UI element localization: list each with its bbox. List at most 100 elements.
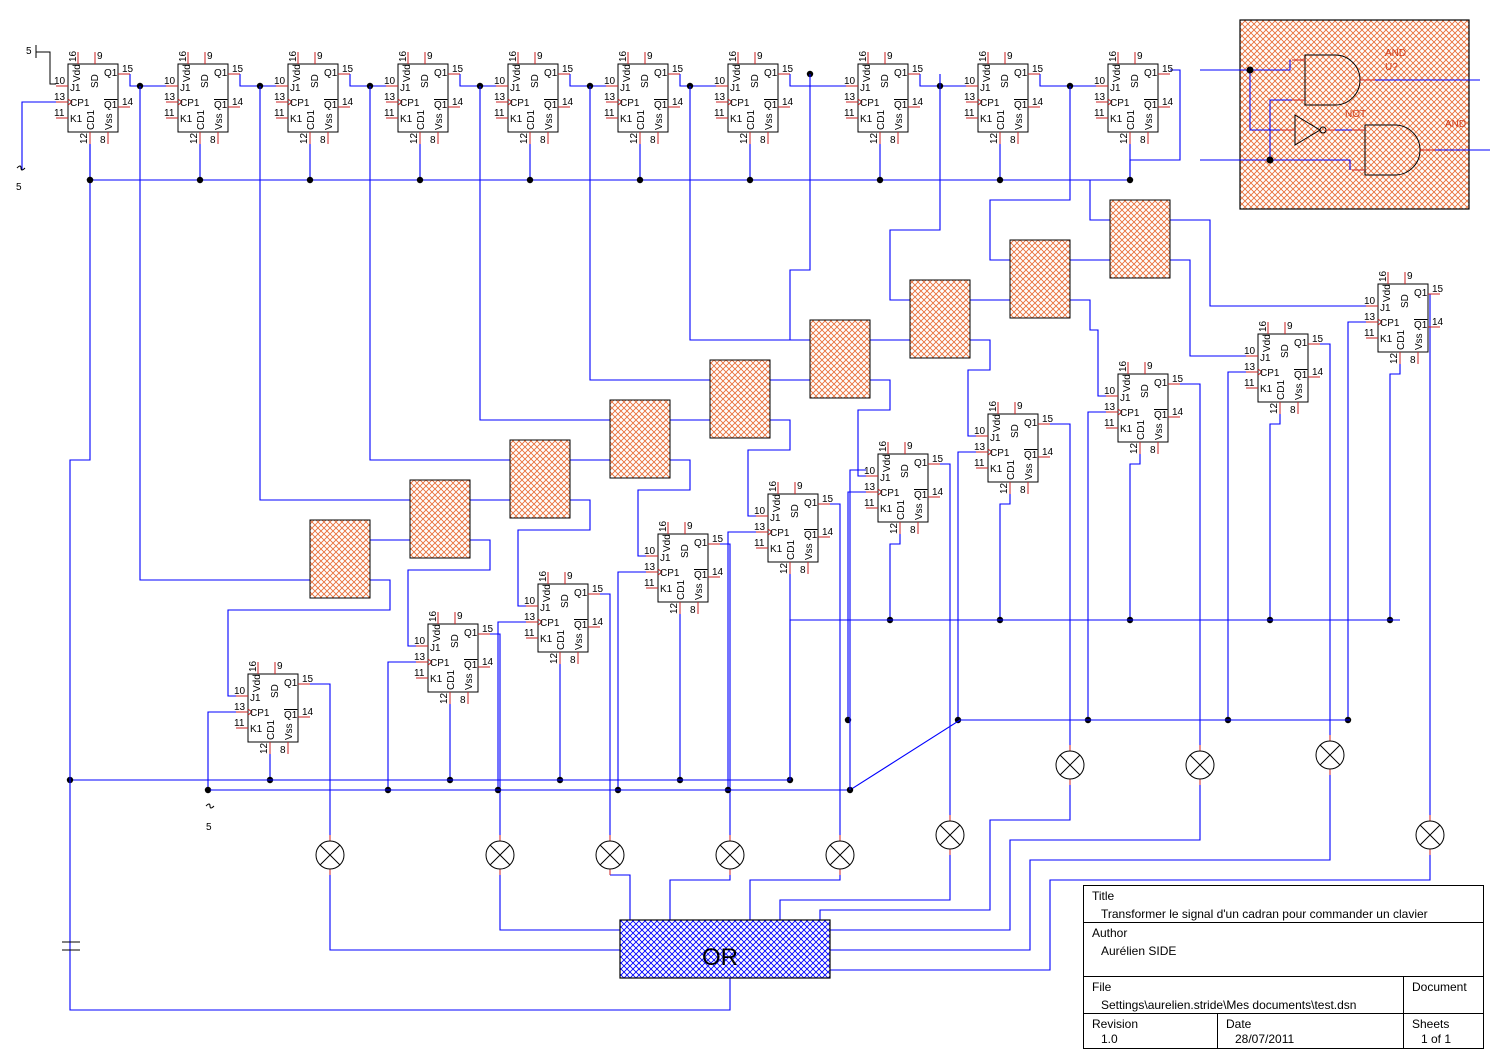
pin-name: CP1 <box>430 658 450 669</box>
pin-name: CP1 <box>990 448 1010 459</box>
pin-name: Vss <box>544 113 555 130</box>
pin-number: 15 <box>482 624 494 635</box>
wire <box>957 451 976 720</box>
flipflop-body <box>1107 63 1159 133</box>
pin-number: 16 <box>768 480 779 492</box>
flipflop-body <box>537 583 589 653</box>
pin-name: Q1 <box>284 678 298 689</box>
legend-pins <box>1280 59 1435 171</box>
pin-name: J1 <box>400 83 411 94</box>
pin-number: 16 <box>988 400 999 412</box>
pin-number: 10 <box>384 76 396 87</box>
junction-dot <box>996 176 1004 184</box>
clock-triangle-icon <box>987 448 993 456</box>
pin-number: 10 <box>1364 296 1376 307</box>
pin-name: CD1 <box>196 110 207 130</box>
wire <box>669 875 731 920</box>
jk-flipflop: 16 9 10 13 11 15 14 12 8 J1 CP1 K1 Q1 Q1 Vdd SD CD1 Vss <box>494 50 574 146</box>
pin-name: SD <box>200 74 211 88</box>
wire <box>499 875 620 931</box>
pin-number: 8 <box>890 135 896 146</box>
pin-number: 12 <box>549 652 560 664</box>
flipflop-body <box>977 63 1029 133</box>
wire <box>1429 293 1440 815</box>
pin-number: 9 <box>427 51 433 62</box>
pin-number: 15 <box>1312 334 1324 345</box>
pin-name: CD1 <box>306 110 317 130</box>
pin-name: Vdd <box>1112 64 1123 82</box>
pin-name: K1 <box>180 114 193 125</box>
pin-number: 9 <box>907 441 913 452</box>
wire <box>139 86 310 581</box>
pin-number: 13 <box>524 612 536 623</box>
pin-number: 15 <box>712 534 724 545</box>
logic-subcircuit-block <box>809 319 871 399</box>
pin-number: 13 <box>974 442 986 453</box>
pin-name: Q1 <box>914 458 928 469</box>
pin-name: Q1 <box>574 588 588 599</box>
pin-number: 16 <box>618 50 629 62</box>
pin-name: Q1 <box>1154 410 1168 421</box>
pin-number: 11 <box>604 108 615 119</box>
pin-number: 14 <box>932 487 944 498</box>
pin-number: 12 <box>739 132 750 144</box>
pin-number: 14 <box>1032 97 1044 108</box>
power-symbols: 5 5 5 <box>16 45 215 951</box>
flipflop-body <box>657 533 709 603</box>
pin-name: Q1 <box>574 620 588 631</box>
file-value: Settings\aurelien.stride\Mes documents\t… <box>1101 998 1357 1012</box>
lamp <box>935 815 965 855</box>
logic-subcircuit-block <box>409 479 471 559</box>
pin-number: 13 <box>164 92 176 103</box>
logic-subcircuit-block <box>1009 239 1071 319</box>
lamp-cross <box>599 844 621 866</box>
pin-number: 15 <box>562 64 574 75</box>
jk-flipflop: 16 9 10 13 11 15 14 12 8 J1 CP1 K1 Q1 Q1 Vdd SD CD1 Vss <box>274 50 354 146</box>
pin-name: CP1 <box>1110 98 1130 109</box>
flipflop-body <box>857 63 909 133</box>
pin-name: SD <box>1010 424 1021 438</box>
pin-name: CD1 <box>1136 420 1147 440</box>
pin-name: CD1 <box>1276 380 1287 400</box>
jk-flipflop: 16 9 10 13 11 15 14 12 8 J1 CP1 K1 Q1 Q1 Vdd SD CD1 Vss <box>384 50 464 146</box>
flipflop-body <box>177 63 229 133</box>
pin-number: 13 <box>644 562 656 573</box>
date-value: 28/07/2011 <box>1235 1032 1295 1046</box>
jk-flipflop: 16 9 10 13 11 15 14 12 8 J1 CP1 K1 Q1 Q1 Vdd SD CD1 Vss <box>964 50 1044 146</box>
pin-number: 8 <box>540 135 546 146</box>
document-cell: Document <box>1404 977 1483 1014</box>
logic-subcircuit-block <box>309 519 371 599</box>
pin-name: Vdd <box>542 584 553 602</box>
pin-number: 11 <box>164 108 175 119</box>
pin-number: 16 <box>728 50 739 62</box>
pin-name: Q1 <box>1414 320 1428 331</box>
pin-number: 10 <box>494 76 506 87</box>
legend-frame <box>1239 19 1470 210</box>
author-cell: Author Aurélien SIDE <box>1084 923 1483 977</box>
flipflop-body <box>287 63 339 133</box>
legend-not-label: NOT <box>1345 109 1366 120</box>
pin-name: SD <box>420 74 431 88</box>
lamp <box>1415 815 1445 855</box>
wire <box>940 463 951 815</box>
wire <box>490 633 501 835</box>
pin-name: K1 <box>290 114 303 125</box>
pin-name: K1 <box>860 114 873 125</box>
pin-name: CD1 <box>266 720 277 740</box>
pin-number: 14 <box>1312 367 1324 378</box>
pin-name: CD1 <box>676 580 687 600</box>
wire <box>1129 454 1141 620</box>
clock-triangle-icon <box>977 98 983 106</box>
clock-triangle-icon <box>537 618 543 626</box>
pin-number: 11 <box>524 628 535 639</box>
pin-number: 8 <box>1020 485 1026 496</box>
pin-name: Q1 <box>1144 100 1158 111</box>
clock-triangle-icon <box>857 98 863 106</box>
wire <box>1227 371 1246 720</box>
pin-name: K1 <box>880 504 893 515</box>
pin-name: SD <box>680 544 691 558</box>
wire <box>830 775 1331 951</box>
pin-number: 15 <box>672 64 684 75</box>
pin-number: 13 <box>604 92 616 103</box>
pin-name: Q1 <box>914 490 928 501</box>
